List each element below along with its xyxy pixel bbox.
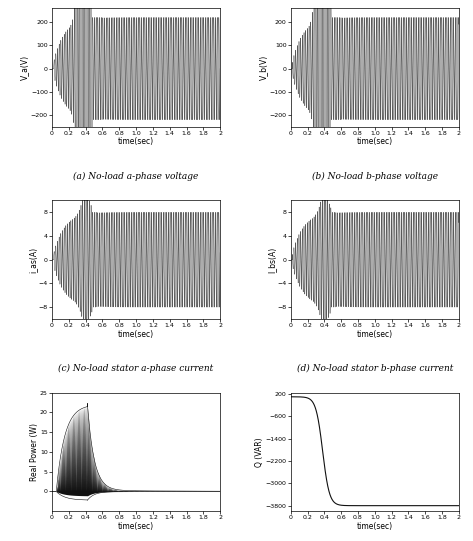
Y-axis label: i_as(A): i_as(A) [28,247,37,273]
Text: (b) No-load b-phase voltage: (b) No-load b-phase voltage [312,172,438,181]
Y-axis label: V_b(V): V_b(V) [259,55,268,80]
Text: (c) No-load stator a-phase current: (c) No-load stator a-phase current [59,364,214,373]
Y-axis label: I_bs(A): I_bs(A) [267,247,276,273]
Y-axis label: Real Power (W): Real Power (W) [30,423,39,481]
Text: (d) No-load stator b-phase current: (d) No-load stator b-phase current [297,364,453,373]
Text: (a) No-load a-phase voltage: (a) No-load a-phase voltage [73,172,199,181]
X-axis label: time(sec): time(sec) [118,522,154,531]
X-axis label: time(sec): time(sec) [357,137,393,146]
Y-axis label: Q (VAR): Q (VAR) [255,437,264,467]
X-axis label: time(sec): time(sec) [118,329,154,339]
X-axis label: time(sec): time(sec) [357,522,393,531]
X-axis label: time(sec): time(sec) [357,329,393,339]
Y-axis label: V_a(V): V_a(V) [20,55,29,80]
X-axis label: time(sec): time(sec) [118,137,154,146]
